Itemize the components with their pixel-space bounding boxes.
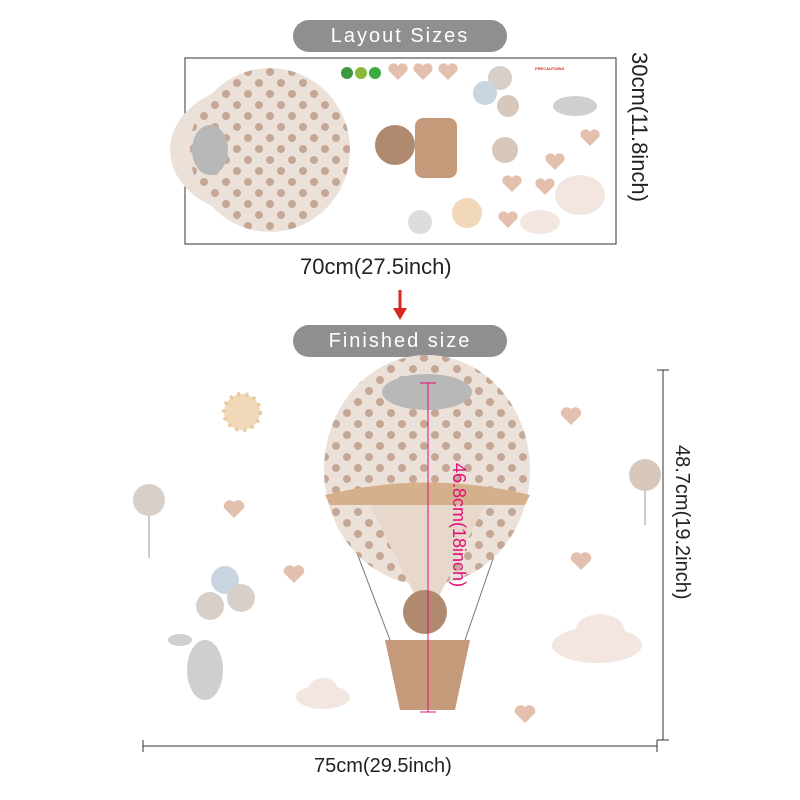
- height-measure: [657, 369, 669, 741]
- finished-size-label: Finished size: [293, 325, 507, 357]
- small-balloons: [133, 459, 661, 620]
- cloud-icons: [296, 614, 642, 709]
- arrow-down-icon: [393, 290, 407, 320]
- hot-air-balloon: [324, 355, 530, 710]
- sun-icon: [222, 392, 262, 432]
- bunny-icon: [168, 634, 223, 700]
- balloon-height-measure: [420, 382, 436, 713]
- layout-sizes-label: Layout Sizes: [293, 20, 507, 52]
- finished-width: 75cm(29.5inch): [314, 755, 452, 777]
- sticker-sheet: [170, 57, 617, 245]
- heart-icons: [388, 63, 600, 228]
- sun-icon: [452, 198, 482, 228]
- heart-icons: [223, 407, 592, 723]
- balloon-height: 46.8cm(18inch): [449, 463, 469, 588]
- width-measure: [142, 740, 658, 752]
- layout-height: 30cm(11.8inch): [627, 52, 652, 202]
- layout-width: 70cm(27.5inch): [300, 254, 452, 279]
- bear-icon: [403, 590, 447, 634]
- finished-height: 48.7cm(19.2inch): [671, 445, 693, 600]
- precautions-note: PRECAUTIONS: [535, 66, 565, 71]
- bear-icon: [375, 125, 415, 165]
